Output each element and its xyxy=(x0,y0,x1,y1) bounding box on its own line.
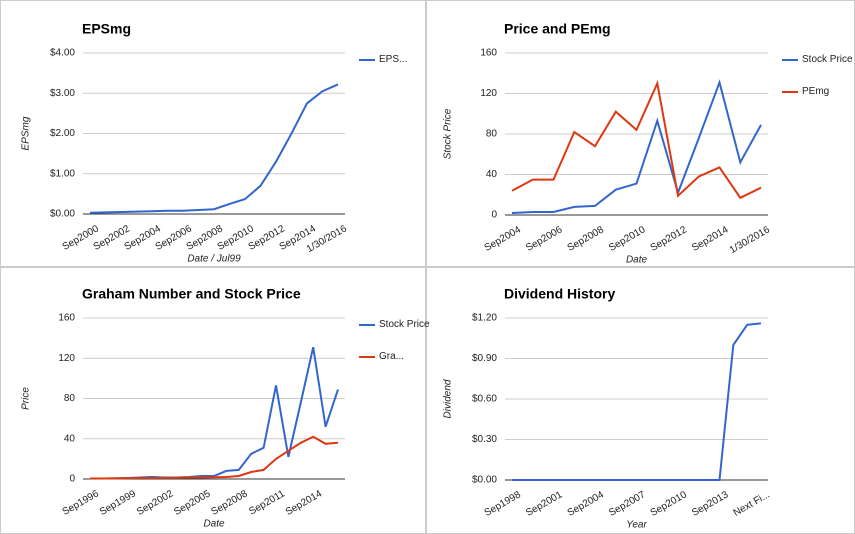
x-tick-label: Sep1998 xyxy=(483,489,524,519)
series-line xyxy=(90,346,339,480)
y-tick-label: 120 xyxy=(480,88,497,99)
legend-entry: Stock Price xyxy=(379,319,430,330)
x-axis-title: Date / Jul99 xyxy=(187,254,241,265)
x-tick-label: Sep2008 xyxy=(566,224,607,254)
legend-entry: PEmg xyxy=(802,86,830,97)
legend-label: Stock Price xyxy=(802,54,853,65)
y-tick-label: $1.20 xyxy=(472,313,497,324)
legend-entry: Gra... xyxy=(379,351,405,362)
x-tick-label: Sep2004 xyxy=(566,489,607,519)
y-tick-label: $2.00 xyxy=(50,128,75,139)
y-tick-label: $0.00 xyxy=(472,475,497,486)
x-tick-label: Sep2001 xyxy=(524,489,565,519)
y-tick-label: $0.60 xyxy=(472,394,497,405)
y-tick-label: $0.90 xyxy=(472,353,497,364)
series-line xyxy=(512,322,762,481)
y-tick-label: 40 xyxy=(64,433,76,444)
y-tick-label: $0.30 xyxy=(472,434,497,445)
x-axis-title: Year xyxy=(626,520,647,531)
x-tick-label: 1/30/2016 xyxy=(728,224,772,256)
chart-title: Price and PEmg xyxy=(504,21,611,37)
x-tick-label: Sep2002 xyxy=(135,488,176,518)
panel-border xyxy=(0,0,426,267)
y-axis-title: Price xyxy=(21,387,32,410)
series-line xyxy=(90,435,339,480)
x-tick-label: Sep1996 xyxy=(61,488,102,518)
x-tick-label: Sep2006 xyxy=(524,224,565,254)
x-tick-label: Sep2011 xyxy=(247,488,287,517)
legend-entry: EPS... xyxy=(379,54,408,65)
chart-title: Dividend History xyxy=(504,286,615,302)
y-tick-label: 120 xyxy=(58,353,75,364)
x-axis-title: Date xyxy=(626,255,648,266)
x-tick-label: Sep2014 xyxy=(284,488,325,518)
y-axis-title: EPSmg xyxy=(21,116,32,150)
x-tick-label: Sep2010 xyxy=(607,224,648,254)
y-tick-label: 0 xyxy=(491,210,497,221)
chart-title: Graham Number and Stock Price xyxy=(82,286,301,302)
y-tick-label: 40 xyxy=(486,169,498,180)
x-tick-label: Next Fi... xyxy=(732,489,772,519)
x-axis-title: Date xyxy=(203,519,225,530)
y-axis-title: Stock Price xyxy=(443,108,454,159)
x-tick-label: Sep2007 xyxy=(607,489,648,519)
y-tick-label: $4.00 xyxy=(50,48,75,59)
x-tick-label: Sep1999 xyxy=(98,488,139,518)
legend-label: Gra... xyxy=(379,351,405,362)
series-line xyxy=(89,83,339,214)
legend-label: EPS... xyxy=(379,54,408,65)
x-tick-label: Sep2005 xyxy=(172,488,213,518)
x-tick-label: Sep2004 xyxy=(483,224,524,254)
series-line xyxy=(511,80,762,200)
y-tick-label: 160 xyxy=(58,313,75,324)
x-tick-label: Sep2010 xyxy=(649,489,690,519)
y-tick-label: 0 xyxy=(69,474,75,485)
y-axis-title: Dividend xyxy=(443,379,454,418)
y-tick-label: 160 xyxy=(480,48,497,59)
x-tick-label: Sep2013 xyxy=(690,489,731,519)
x-tick-label: Sep2008 xyxy=(209,488,250,518)
x-tick-label: Sep2012 xyxy=(649,224,690,254)
legend-entry: Stock Price xyxy=(802,54,853,65)
y-tick-label: $3.00 xyxy=(50,88,75,99)
series-line xyxy=(511,79,762,214)
chart-title: EPSmg xyxy=(82,21,131,37)
y-tick-label: 80 xyxy=(64,393,76,404)
legend-label: PEmg xyxy=(802,86,830,97)
y-tick-label: $1.00 xyxy=(50,168,75,179)
legend-label: Stock Price xyxy=(379,319,430,330)
y-tick-label: 80 xyxy=(486,129,498,140)
x-tick-label: Sep2014 xyxy=(690,224,731,254)
y-tick-label: $0.00 xyxy=(50,209,75,220)
